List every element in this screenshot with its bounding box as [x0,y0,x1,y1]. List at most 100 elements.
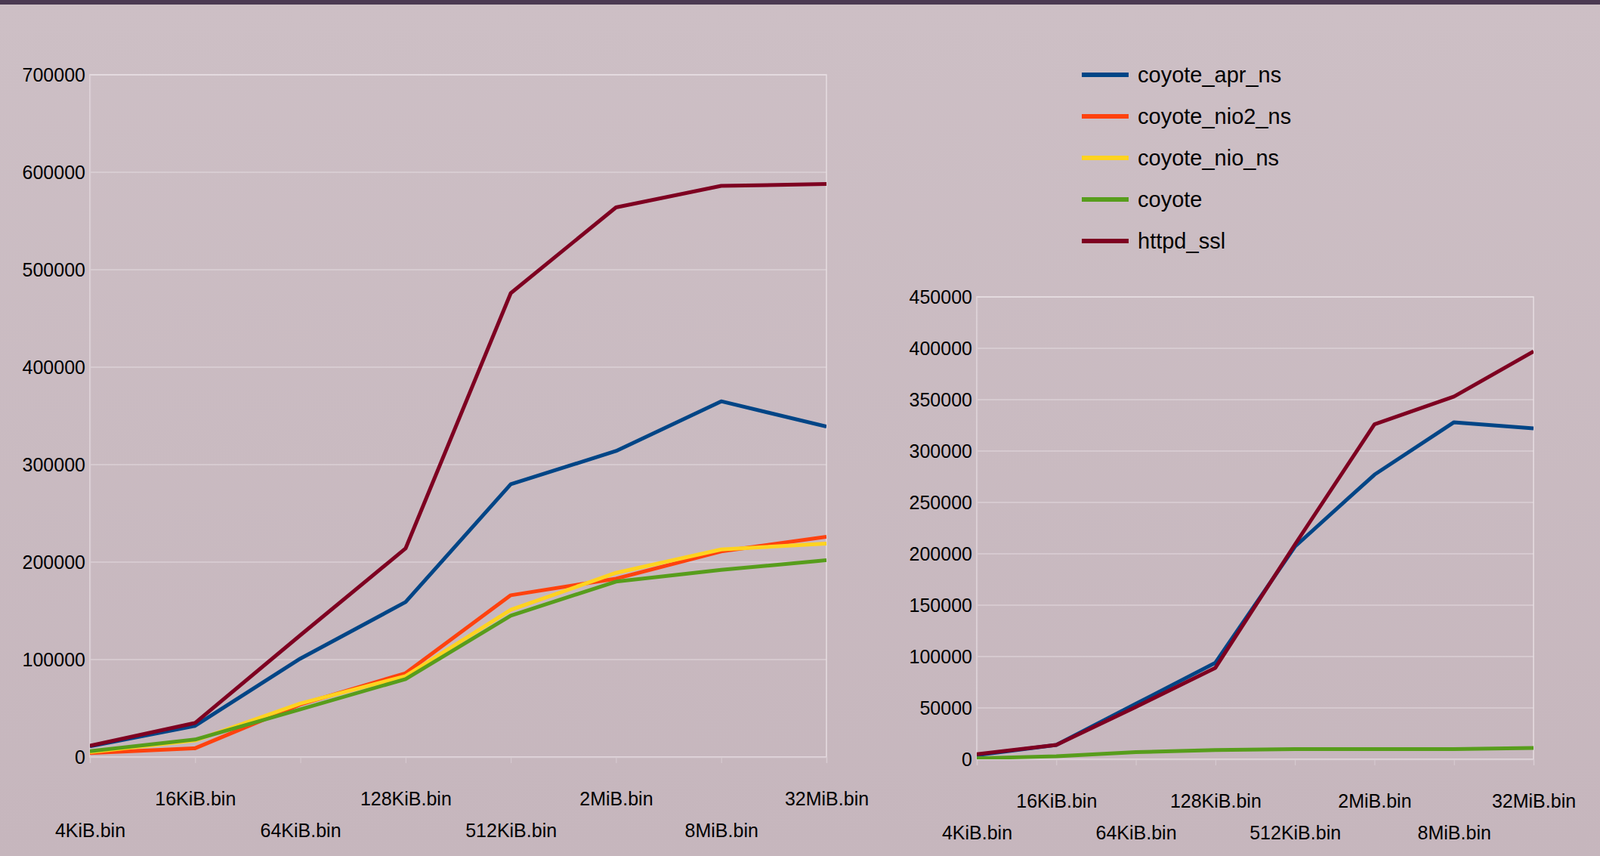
chart-panel: 0 100000 200000 300000 400000 500000 600000 700… [22,64,870,841]
legend-swatch [1081,238,1129,244]
tick-label: 100000 [909,645,973,668]
x-tick: 32MiB.bin [784,756,869,810]
tick-mark [721,756,723,763]
tick-label: 8MiB.bin [685,819,759,841]
legend-label: coyote_nio_ns [1137,145,1279,170]
y-tick: 0 [961,748,977,770]
y-tick: 100000 [909,645,977,668]
tick-mark [1454,759,1455,766]
x-tick: 512KiB.bin [465,756,557,841]
tick-label: 400000 [22,356,86,378]
y-tick: 350000 [909,389,977,411]
tick-mark [1136,759,1137,766]
tick-mark [826,756,828,763]
tick-label: 64KiB.bin [260,819,342,841]
tick-label: 64KiB.bin [1096,821,1177,844]
grid-line [976,296,1534,297]
grid-line [976,347,1534,349]
x-tick: 2MiB.bin [579,756,653,810]
tick-label: 700000 [22,64,86,86]
tick-label: 128KiB.bin [360,787,452,810]
tick-mark [1533,759,1535,766]
series-line [976,422,1534,756]
tick-label: 16KiB.bin [154,787,236,810]
tick-mark [510,756,512,763]
chart-panel: 0 50000 100000 150000 200000 250000 300000 3500… [909,286,1577,844]
tick-mark [1056,759,1057,766]
x-tick: 2MiB.bin [1337,759,1412,812]
x-tick: 16KiB.bin [1016,759,1097,812]
x-tick: 128KiB.bin [1170,759,1262,812]
y-tick: 100000 [22,648,90,671]
tick-label: 450000 [909,286,973,308]
plot-frame [89,74,827,757]
tick-label: 200000 [909,543,973,565]
x-tick: 8MiB.bin [685,756,759,841]
y-tick: 250000 [909,491,977,513]
grid-line [89,74,827,75]
tick-label: 2MiB.bin [579,787,653,810]
grid-line [89,658,827,660]
axis-line [977,759,1535,767]
y-tick: 700000 [22,64,90,86]
grid-line [89,268,827,270]
y-tick: 200000 [909,543,977,565]
series-line [976,747,1534,759]
x-tick: 8MiB.bin [1417,759,1492,844]
grid-line [89,366,827,368]
x-tick: 16KiB.bin [154,756,236,810]
grid-line [976,707,1534,708]
chart-canvas: 0100000200000300000400000500000600000700… [0,0,1600,856]
axis-line [90,757,828,764]
tick-label: 16KiB.bin [1016,790,1097,812]
tick-label: 600000 [22,161,86,183]
grid-line [976,655,1534,657]
tick-mark [1215,759,1217,766]
y-tick: 400000 [22,356,90,378]
tick-label: 50000 [919,697,973,719]
x-tick: 512KiB.bin [1249,759,1341,844]
y-axis: 0 100000 200000 300000 400000 500000 600000 700… [22,64,91,768]
tick-label: 500000 [22,259,86,281]
tick-mark [1374,759,1375,766]
tick-label: 512KiB.bin [1249,821,1341,844]
tick-mark [1294,759,1296,766]
y-tick: 400000 [909,337,977,359]
lines [89,183,827,753]
tick-label: 0 [74,746,86,768]
grid [976,296,1534,760]
x-tick: 64KiB.bin [260,756,342,841]
tick-label: 2MiB.bin [1337,790,1412,812]
x-tick: 4KiB.bin [55,756,126,841]
tick-mark [194,756,196,763]
series-line [89,401,827,747]
legend: coyote_apr_nscoyote_nio2_nscoyote_nio_ns… [1081,62,1292,254]
legend-swatch [1081,114,1129,119]
series-line [976,351,1534,754]
lines [976,351,1534,759]
tick-label: 300000 [909,440,973,462]
x-axis: 4KiB.bin 16KiB.bin 64KiB.bin 128KiB.bin 512K… [55,756,869,841]
tick-mark [615,756,617,763]
grid-line [976,552,1534,554]
x-tick: 4KiB.bin [942,759,1013,844]
tick-mark [976,759,978,766]
y-tick: 450000 [909,286,977,308]
y-tick: 150000 [909,594,977,616]
tick-label: 100000 [22,648,86,671]
tick-label: 400000 [909,337,973,359]
x-tick: 64KiB.bin [1096,759,1177,844]
y-axis: 0 50000 100000 150000 200000 250000 300000 3500… [909,286,978,770]
tick-mark [300,756,302,763]
y-tick: 300000 [909,440,977,462]
tick-mark [89,756,91,763]
grid [89,74,827,757]
legend-swatch [1081,197,1129,202]
legend-label: coyote_nio2_ns [1137,104,1292,129]
grid-line [89,463,827,465]
grid-line [976,450,1534,451]
plot-frame [976,296,1534,760]
y-tick: 200000 [22,551,90,573]
tick-label: 300000 [22,454,86,476]
tick-label: 4KiB.bin [55,819,126,841]
